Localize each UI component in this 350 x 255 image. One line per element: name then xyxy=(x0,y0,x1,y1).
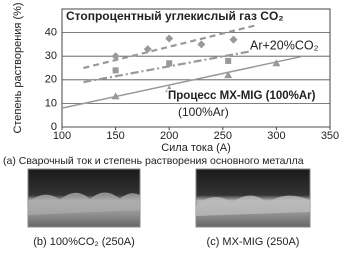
data-point xyxy=(112,67,119,74)
photo-caption: (b) 100%CO₂ (250A) xyxy=(33,236,134,248)
y-tick-label: 10 xyxy=(45,97,57,109)
x-tick-label: 150 xyxy=(106,130,124,142)
trend-line xyxy=(61,55,304,109)
caption: (a) Сварочный ток и степень растворения … xyxy=(3,155,304,167)
data-point xyxy=(272,59,281,67)
x-tick-label: 100 xyxy=(53,130,71,142)
annotation: (100%Ar) xyxy=(178,105,229,119)
data-point xyxy=(111,52,120,61)
plot-area xyxy=(61,8,331,128)
x-axis-label: Сила тока (A) xyxy=(161,142,231,154)
x-tick-label: 250 xyxy=(214,130,232,142)
y-tick-label: 0 xyxy=(51,121,57,133)
data-point xyxy=(143,45,152,54)
y-tick-label: 30 xyxy=(45,50,57,62)
photo xyxy=(195,168,311,228)
y-axis-label: Степень растворения (%) xyxy=(12,2,24,133)
y-tick-label: 20 xyxy=(45,74,57,86)
data-point xyxy=(165,85,174,93)
data-point xyxy=(224,71,233,79)
data-point xyxy=(165,34,174,43)
data-point xyxy=(166,60,173,67)
y-tick-label: 40 xyxy=(45,27,57,39)
trend-line xyxy=(83,50,250,84)
photo xyxy=(27,168,141,228)
photo-caption: (c) MX-MIG (250A) xyxy=(207,236,300,248)
x-tick-label: 300 xyxy=(267,130,285,142)
x-tick-label: 200 xyxy=(160,130,178,142)
data-point xyxy=(197,40,206,49)
series-label: Ar+20%CO₂ xyxy=(250,38,319,52)
series-label: Процесс MX-MIG (100%Ar) xyxy=(168,90,316,102)
data-point xyxy=(225,57,232,64)
x-tick-label: 350 xyxy=(321,130,339,142)
data-point xyxy=(111,92,120,100)
series-label: Стопроцентный углекислый газ CO₂ xyxy=(66,9,284,23)
data-point xyxy=(229,35,238,44)
